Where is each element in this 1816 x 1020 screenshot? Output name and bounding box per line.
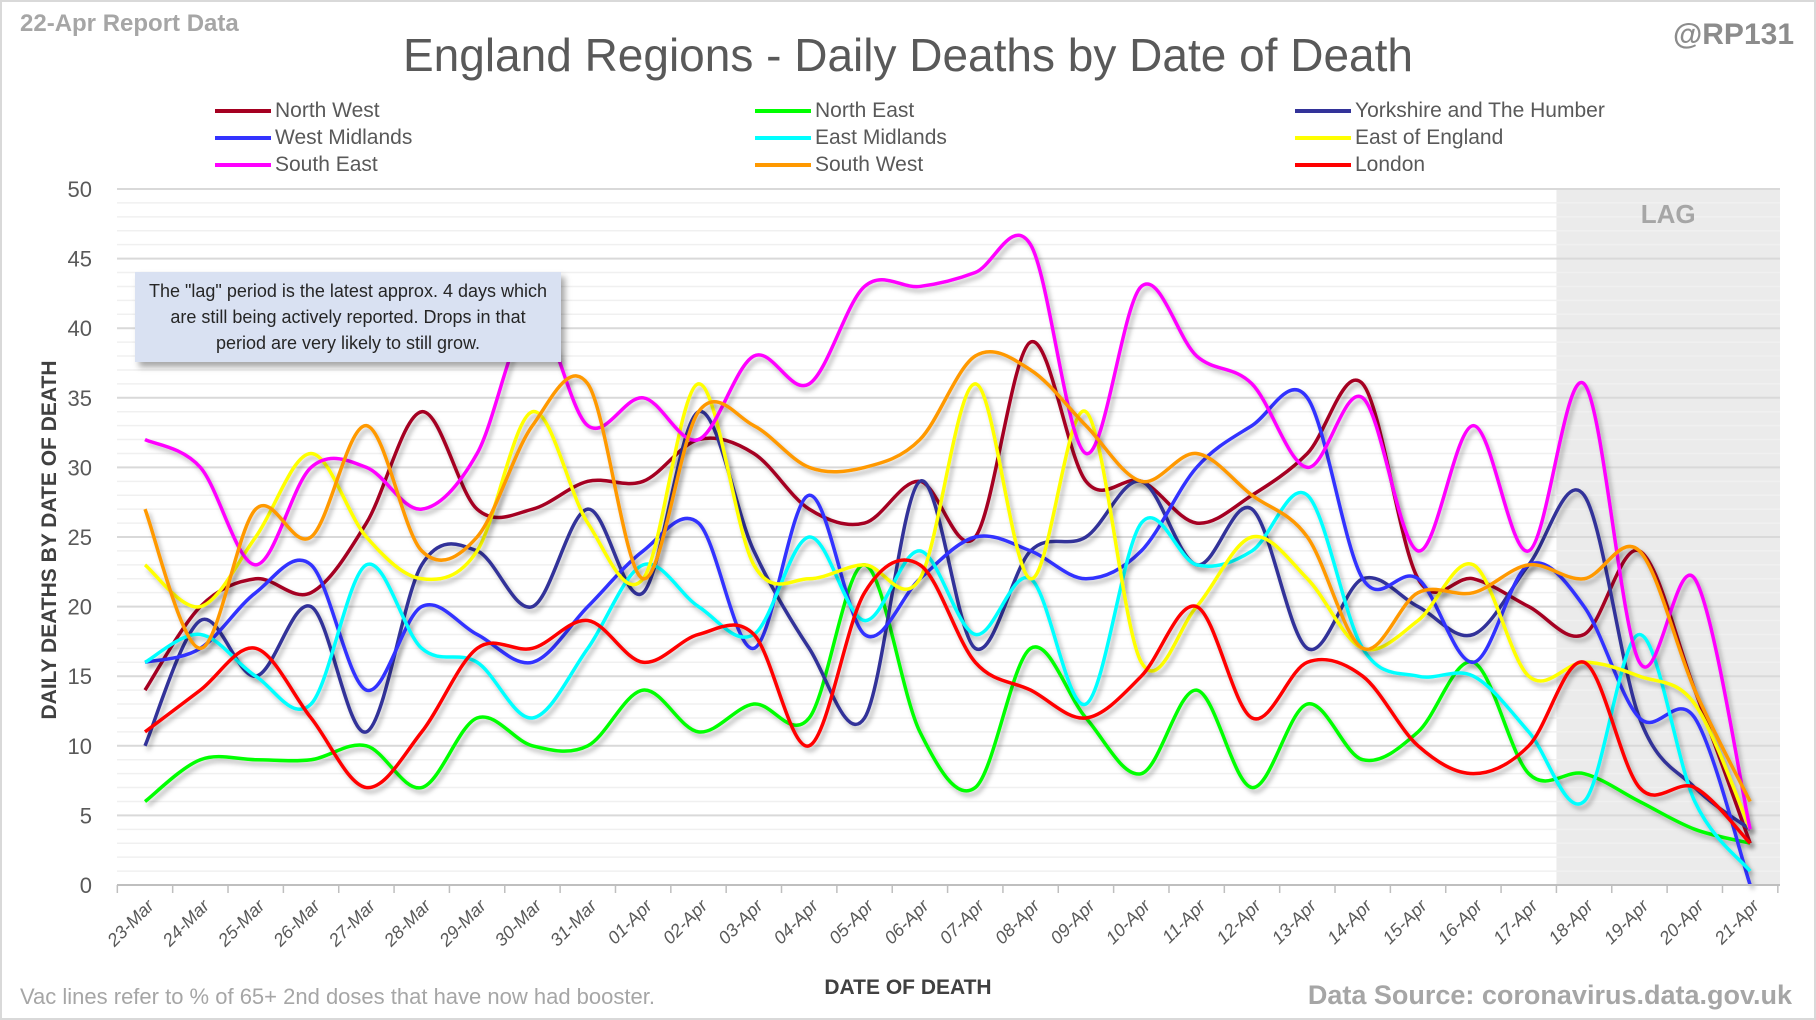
legend-swatch [215,109,271,113]
series-line-east-of-england [143,382,1752,831]
y-tick-label: 45 [68,247,92,272]
vaccine-footnote: Vac lines refer to % of 65+ 2nd doses th… [20,984,655,1009]
y-tick-label: 35 [68,386,92,411]
legend-label: North East [815,99,915,122]
legend-swatch [215,136,271,140]
x-tick-label: 24-Mar [158,895,214,951]
x-tick-label: 28-Mar [379,895,435,951]
legend-label: East of England [1355,126,1504,149]
x-tick-label: 08-Apr [991,895,1044,948]
x-tick-label: 15-Apr [1379,895,1432,948]
legend-item: East of England [1295,125,1503,151]
y-tick-label: 40 [68,316,92,341]
x-tick-label: 13-Apr [1268,895,1321,948]
legend-swatch [215,163,271,167]
series-line-yorkshire-and-the-humber [143,409,1752,831]
y-tick-label: 10 [68,734,92,759]
x-axis-title: DATE OF DEATH [824,976,992,999]
x-tick-label: 14-Apr [1323,895,1376,948]
x-tick-label: 23-Mar [103,895,159,951]
x-tick-label: 25-Mar [213,895,269,951]
y-tick-label: 20 [68,595,92,620]
x-tick-label: 06-Apr [880,895,933,948]
legend-item: South West [755,152,923,178]
legend-label: Yorkshire and The Humber [1355,99,1605,122]
series-line-east-midlands [144,490,1752,873]
x-tick-label: 05-Apr [825,895,878,948]
legend-label: London [1355,153,1426,176]
x-tick-label: 12-Apr [1212,895,1265,948]
x-tick-label: 18-Apr [1545,895,1598,948]
x-tick-label: 16-Apr [1434,895,1487,948]
x-tick-label: 20-Apr [1655,895,1709,949]
x-tick-label: 07-Apr [936,895,989,948]
x-tick-label: 29-Mar [435,895,491,951]
x-tick-label: 02-Apr [659,895,712,948]
y-axis-ticks: 0 5 10 15 20 25 30 35 40 45 50 [68,177,92,898]
legend-item: London [1295,152,1425,178]
legend-item: East Midlands [755,125,947,151]
x-tick-label: 21-Apr [1710,895,1764,949]
series-line-north-east [143,563,1751,845]
x-tick-label: 03-Apr [714,895,767,948]
data-source: Data Source: coronavirus.data.gov.uk [1307,980,1792,1010]
legend-label: North West [275,99,380,122]
series-line-west-midlands [144,388,1752,886]
y-tick-label: 5 [80,803,92,828]
chart-title: England Regions - Daily Deaths by Date o… [402,29,1413,81]
author-handle: @RP131 [1673,18,1794,51]
x-tick-label: 19-Apr [1600,895,1653,948]
report-date-label: 22-Apr Report Data [20,10,239,37]
legend-label: South East [275,153,378,176]
legend: North West North East Yorkshire and The Hu… [0,98,1816,178]
y-tick-label: 0 [80,873,92,898]
legend-swatch [1295,136,1351,140]
legend-item: South East [215,152,378,178]
legend-swatch [755,109,811,113]
series-lines [143,233,1752,886]
x-tick-label: 11-Apr [1158,895,1210,947]
x-tick-label: 09-Apr [1046,895,1099,948]
y-axis-title: DAILY DEATHS BY DATE OF DEATH [38,360,61,720]
legend-item: North East [755,98,914,124]
lag-label: LAG [1641,199,1696,229]
legend-swatch [755,163,811,167]
x-tick-label: 30-Mar [491,895,546,950]
x-tick-label: 10-Apr [1102,895,1155,948]
x-tick-label: 27-Mar [324,895,380,951]
legend-swatch [755,136,811,140]
y-tick-label: 15 [68,664,92,689]
x-tick-label: 04-Apr [770,895,823,948]
y-tick-label: 50 [68,177,92,202]
x-tick-label: 26-Mar [269,895,325,951]
legend-swatch [1295,109,1351,113]
legend-label: South West [815,153,924,176]
series-line-south-west [143,350,1752,803]
series-line-london [143,558,1752,845]
series-line-south-east [144,233,1752,830]
legend-item: West Midlands [215,125,412,151]
y-tick-label: 30 [68,455,92,480]
legend-item: Yorkshire and The Humber [1295,98,1605,124]
legend-item: North West [215,98,380,124]
x-axis-ticks: 23-Mar 24-Mar 25-Mar 26-Mar 27-Mar 28-Mar 29-M… [103,884,1780,951]
series-line-north-west [143,340,1752,844]
legend-label: West Midlands [275,126,413,149]
lag-note-callout: The "lag" period is the latest approx. 4… [135,272,561,362]
x-tick-label: 31-Mar [546,895,601,950]
x-tick-label: 17-Apr [1489,895,1542,948]
y-tick-label: 25 [68,525,92,550]
legend-swatch [1295,163,1351,167]
x-tick-label: 01-Apr [604,895,657,948]
legend-label: East Midlands [815,126,947,149]
